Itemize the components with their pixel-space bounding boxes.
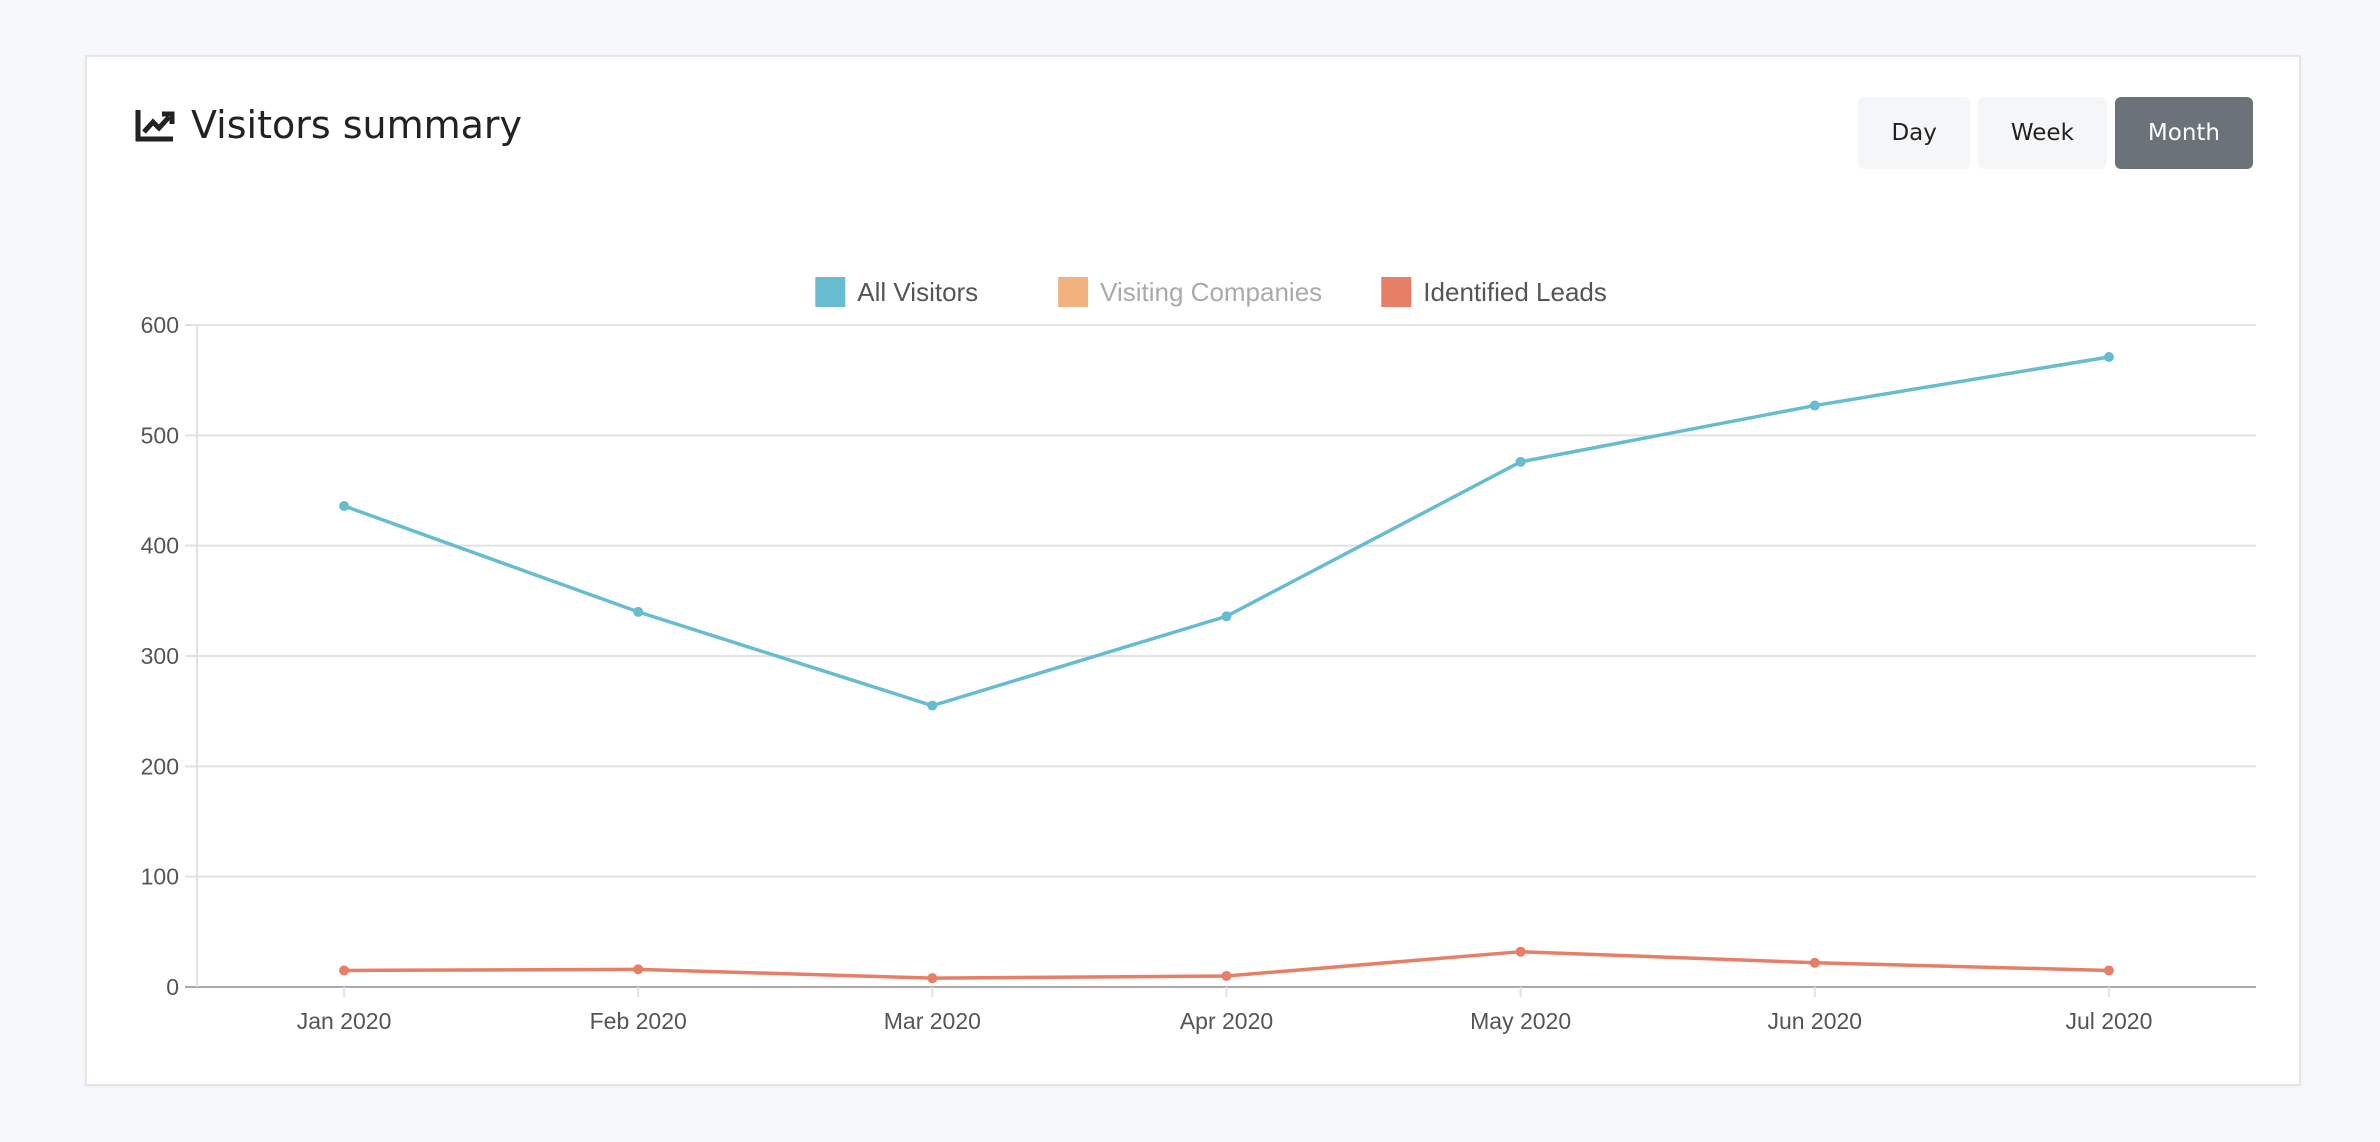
data-point <box>339 965 350 976</box>
data-point <box>927 700 938 711</box>
y-tick-label: 100 <box>141 864 179 890</box>
y-tick-label: 0 <box>166 974 179 1000</box>
data-point <box>2103 351 2114 362</box>
range-button[interactable]: Week <box>1977 97 2107 169</box>
legend-swatch <box>1381 277 1412 307</box>
range-buttons: Day Week Month <box>1858 97 2253 169</box>
x-tick-label: May 2020 <box>1470 1008 1571 1034</box>
x-tick-label: Jun 2020 <box>1767 1008 1862 1034</box>
legend-label: All Visitors <box>857 277 978 307</box>
data-point <box>633 606 644 617</box>
x-tick-label: Jul 2020 <box>2065 1008 2152 1034</box>
card: Visitors summary Day Week Month <box>85 55 2301 1086</box>
y-tick-label: 500 <box>141 422 179 448</box>
x-tick-label: Jan 2020 <box>297 1008 392 1034</box>
title: Visitors summary <box>191 103 523 147</box>
data-point <box>1221 970 1232 981</box>
data-point <box>1809 957 1820 968</box>
data-point <box>927 973 938 984</box>
data-point <box>339 500 350 511</box>
legend-label: Visiting Companies <box>1100 277 1322 307</box>
data-point <box>1515 456 1526 467</box>
range-button[interactable]: Month <box>2114 97 2253 169</box>
legend-swatch <box>815 277 846 307</box>
y-tick-label: 600 <box>141 312 179 338</box>
x-tick-label: Apr 2020 <box>1180 1008 1273 1034</box>
x-tick-label: Feb 2020 <box>590 1008 687 1034</box>
data-point <box>1515 946 1526 957</box>
x-tick-label: Mar 2020 <box>884 1008 981 1034</box>
y-tick-label: 200 <box>141 753 179 779</box>
y-tick-label: 400 <box>141 533 179 559</box>
data-point <box>633 964 644 975</box>
card-header: Visitors summary <box>135 103 522 147</box>
range-button[interactable]: Day <box>1858 97 1970 169</box>
data-point <box>2103 965 2114 976</box>
y-tick-label: 300 <box>141 643 179 669</box>
data-point <box>1221 611 1232 622</box>
legend-label: Identified Leads <box>1423 277 1607 307</box>
legend-swatch <box>1058 277 1089 307</box>
series-line <box>343 355 2110 708</box>
chart-icon <box>135 110 175 142</box>
data-point <box>1809 400 1820 411</box>
